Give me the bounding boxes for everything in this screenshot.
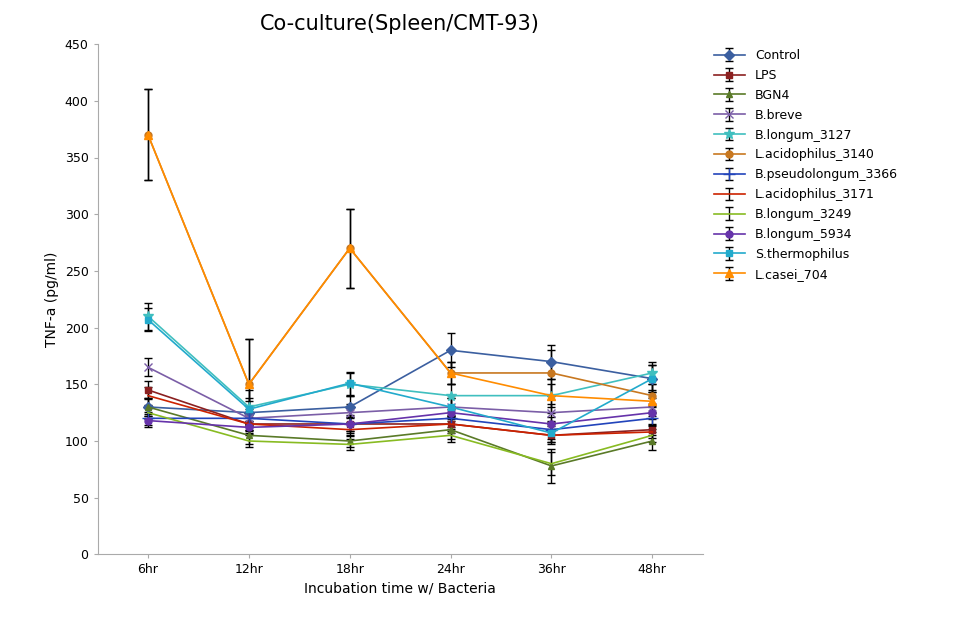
X-axis label: Incubation time w/ Bacteria: Incubation time w/ Bacteria [305,582,496,596]
Legend: Control, LPS, BGN4, B.breve, B.longum_3127, L.acidophilus_3140, B.pseudolongum_3: Control, LPS, BGN4, B.breve, B.longum_31… [709,44,903,286]
Y-axis label: TNF-a (pg/ml): TNF-a (pg/ml) [45,251,60,347]
Title: Co-culture(Spleen/CMT-93): Co-culture(Spleen/CMT-93) [261,14,540,34]
